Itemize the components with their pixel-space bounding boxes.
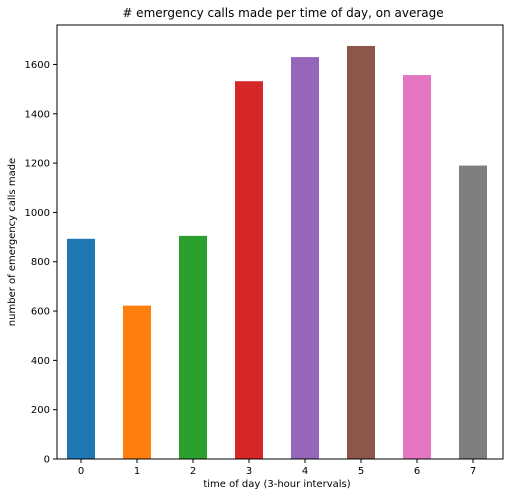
y-tick-label: 1200: [25, 159, 50, 170]
y-tick-label: 1400: [25, 109, 50, 120]
x-tick-label: 4: [302, 466, 308, 477]
bars: [67, 45, 487, 460]
bar-0: [67, 238, 95, 459]
x-tick-label: 0: [78, 466, 84, 477]
x-axis-ticks: 0 1 2 3 4 5 6 7: [78, 459, 476, 477]
x-tick-label: 1: [134, 466, 140, 477]
chart-title: # emergency calls made per time of day, …: [122, 6, 443, 20]
y-tick-label: 1000: [25, 208, 50, 219]
x-tick-label: 3: [246, 466, 252, 477]
x-tick-label: 5: [358, 466, 364, 477]
bar-2: [179, 235, 207, 459]
y-tick-label: 600: [31, 307, 50, 318]
bar-3: [235, 81, 263, 460]
y-tick-label: 400: [31, 356, 50, 367]
bar-7: [459, 165, 487, 459]
bar-4: [291, 57, 319, 459]
y-axis-ticks: 0 200 400 600 800 1000 1200 1400 1600: [25, 60, 57, 466]
x-tick-label: 7: [470, 466, 476, 477]
y-tick-label: 200: [31, 405, 50, 416]
y-tick-label: 1600: [25, 60, 50, 71]
plot-frame: [56, 24, 504, 460]
y-tick-label: 800: [31, 257, 50, 268]
y-tick-label: 0: [44, 455, 50, 466]
x-tick-label: 6: [414, 466, 420, 477]
x-tick-label: 2: [190, 466, 196, 477]
bar-6: [403, 75, 431, 459]
y-axis-label: number of emergency calls made: [7, 158, 18, 326]
x-axis-label: time of day (3-hour intervals): [203, 479, 350, 490]
bar-1: [123, 305, 151, 459]
bar-5: [347, 45, 375, 459]
